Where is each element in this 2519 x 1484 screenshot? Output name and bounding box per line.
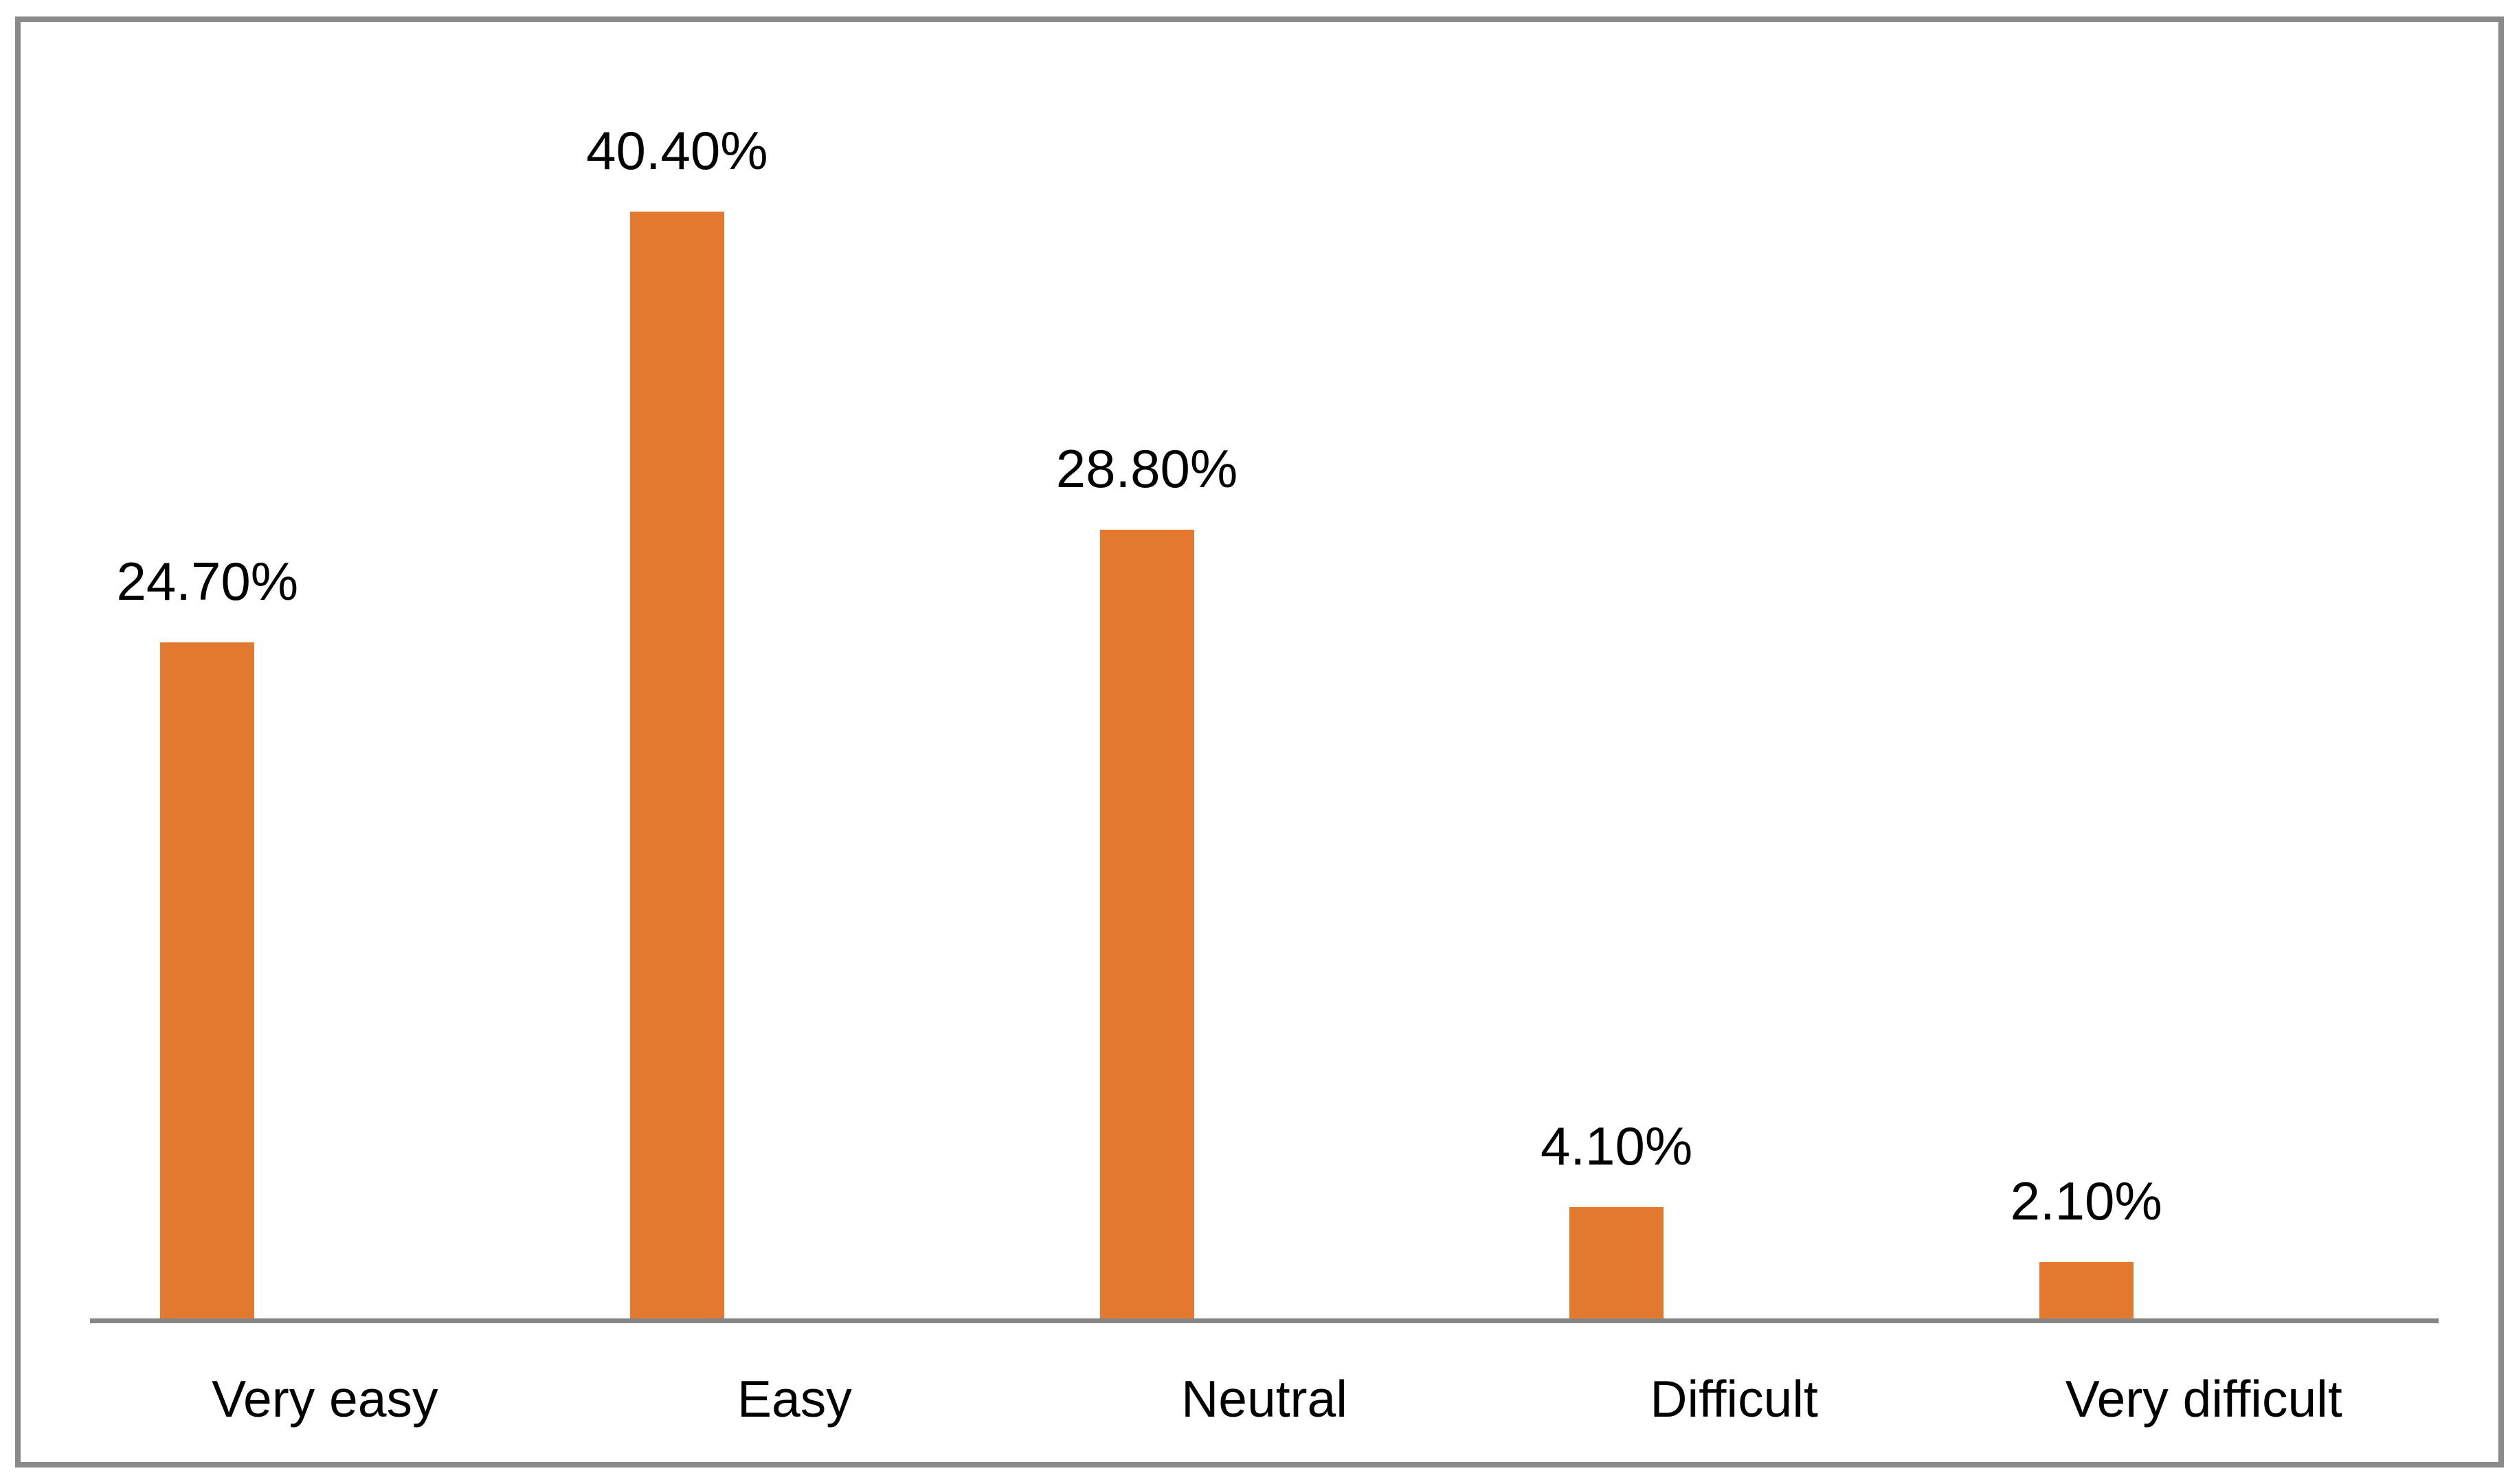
bar-difficult bbox=[1569, 1207, 1664, 1320]
x-axis-line bbox=[90, 1318, 2439, 1323]
category-label-difficult: Difficult bbox=[1650, 1370, 1818, 1428]
bar-neutral bbox=[1099, 530, 1194, 1320]
bar-easy bbox=[629, 212, 724, 1320]
category-label-very-easy: Very easy bbox=[212, 1370, 438, 1428]
data-label-very-easy: 24.70% bbox=[116, 551, 299, 611]
data-label-easy: 40.40% bbox=[586, 120, 768, 181]
category-label-neutral: Neutral bbox=[1181, 1370, 1347, 1428]
data-label-difficult: 4.10% bbox=[1541, 1116, 1693, 1176]
chart-border bbox=[15, 16, 2504, 1468]
data-label-very-difficult: 2.10% bbox=[2010, 1171, 2162, 1231]
category-label-easy: Easy bbox=[737, 1370, 852, 1428]
category-label-very-difficult: Very difficult bbox=[2065, 1370, 2342, 1428]
bar-very-difficult bbox=[2039, 1262, 2134, 1320]
data-label-neutral: 28.80% bbox=[1055, 438, 1238, 499]
bar-very-easy bbox=[160, 642, 255, 1320]
